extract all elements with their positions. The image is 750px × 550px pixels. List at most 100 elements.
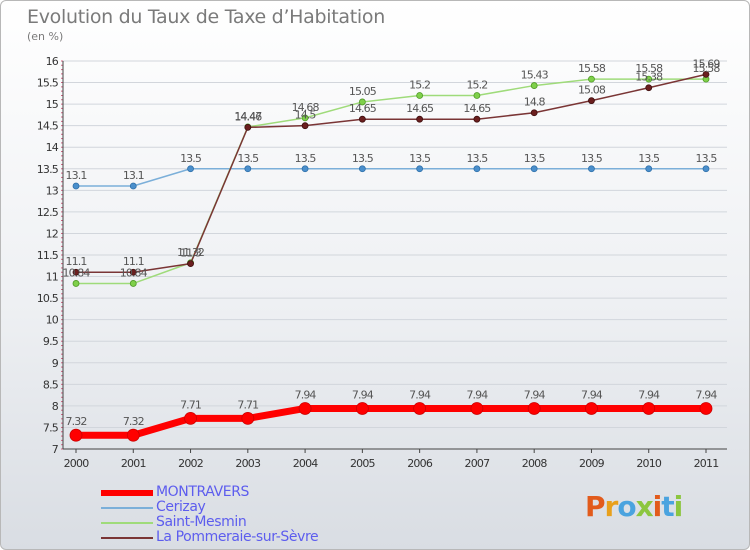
data-label-saint-mesmin: 11.32 <box>177 246 204 259</box>
data-label-cerizay: 13.5 <box>352 152 374 165</box>
data-point-cerizay <box>187 165 194 173</box>
grid <box>63 60 727 428</box>
data-point-saint-mesmin <box>588 75 595 83</box>
x-tick-label: 2004 <box>293 457 319 470</box>
data-point-la-pommeraie-sur-sevre <box>244 123 252 131</box>
logo-letter: i <box>673 490 684 523</box>
data-point-saint-mesmin <box>129 280 137 287</box>
data-label-cerizay: 13.1 <box>123 169 144 182</box>
data-point-cerizay <box>301 165 309 173</box>
x-tick-label: 2007 <box>465 457 491 470</box>
data-point-montravers <box>642 402 656 415</box>
data-point-la-pommeraie-sur-sevre <box>301 122 309 130</box>
y-tick-label: 9 <box>52 357 59 370</box>
data-label-saint-mesmin: 10.84 <box>63 266 91 279</box>
series-line-la-pommeraie-sur-sevre <box>76 73 707 273</box>
data-labels: 13.1 13.1 13.5 13.5 13.5 13.5 13.5 13.5 13.5 13.5… <box>63 57 722 428</box>
legend-label-la-pommeraie: La Pommeraie-sur-Sèvre <box>156 529 319 545</box>
data-label-saint-mesmin: 15.2 <box>466 78 487 91</box>
legend-swatch-cerizay <box>101 507 153 509</box>
data-point-cerizay <box>702 165 710 173</box>
logo-letter: t <box>661 490 674 523</box>
x-tick-label: 2009 <box>579 457 605 470</box>
data-point-montravers <box>527 402 541 415</box>
data-point-la-pommeraie-sur-sevre <box>187 260 194 268</box>
y-tick-label: 12.5 <box>37 206 59 219</box>
data-point-la-pommeraie-sur-sevre <box>72 268 80 276</box>
data-point-cerizay <box>416 165 424 173</box>
data-point-cerizay <box>358 165 366 173</box>
logo-letter: i <box>652 490 663 523</box>
data-point-montravers <box>413 402 427 415</box>
legend-label-montravers: MONTRAVERS <box>156 484 250 500</box>
data-point-cerizay <box>244 165 252 173</box>
data-label-montravers: 7.94 <box>638 388 660 401</box>
chart-title: Evolution du Taux de Taxe d’Habitation <box>27 6 385 28</box>
data-point-montravers <box>699 402 713 415</box>
x-tick-label: 2001 <box>121 457 146 470</box>
data-label-montravers: 7.94 <box>581 388 603 401</box>
data-point-saint-mesmin <box>72 280 80 287</box>
y-tick-label: 10.5 <box>37 292 59 305</box>
data-label-la-pommeraie-sur-sevre: 14.46 <box>234 110 262 123</box>
legend: MONTRAVERS Cerizay Saint-Mesmin La Pomme… <box>101 485 361 545</box>
legend-swatch-montravers <box>101 490 153 496</box>
y-tick-label: 12 <box>46 227 58 240</box>
data-label-montravers: 7.32 <box>66 415 87 428</box>
data-label-cerizay: 13.5 <box>696 152 718 165</box>
x-tick-label: 2008 <box>522 457 548 470</box>
data-label-cerizay: 13.5 <box>295 152 317 165</box>
data-point-cerizay <box>530 165 538 173</box>
data-point-cerizay <box>129 182 137 190</box>
data-label-la-pommeraie-sur-sevre: 11.1 <box>123 255 144 268</box>
series-line-saint-mesmin <box>76 78 706 285</box>
data-label-montravers: 7.94 <box>466 388 488 401</box>
data-label-saint-mesmin: 15.58 <box>578 62 606 75</box>
data-label-cerizay: 13.5 <box>237 152 259 165</box>
data-label-la-pommeraie-sur-sevre: 11.3 <box>180 247 202 260</box>
data-label-saint-mesmin: 10.84 <box>120 266 148 279</box>
series-lines <box>69 70 713 442</box>
x-tick-label: 2000 <box>64 457 90 470</box>
x-tick-label: 2002 <box>178 457 203 470</box>
data-point-la-pommeraie-sur-sevre <box>645 84 653 92</box>
data-point-la-pommeraie-sur-sevre <box>702 70 710 78</box>
data-label-cerizay: 13.5 <box>524 152 546 165</box>
data-label-la-pommeraie-sur-sevre: 14.5 <box>295 109 317 122</box>
y-tick-label: 10 <box>46 314 59 327</box>
y-tick-label: 16 <box>46 55 59 68</box>
data-label-la-pommeraie-sur-sevre: 14.65 <box>349 102 377 115</box>
data-label-cerizay: 13.1 <box>66 169 87 182</box>
legend-swatch-saint-mesmin <box>101 522 153 524</box>
chart-subtitle: (en %) <box>27 30 64 43</box>
y-tick-label: 14.5 <box>37 120 59 133</box>
y-tick-label: 11 <box>46 271 58 284</box>
data-label-montravers: 7.94 <box>352 388 374 401</box>
data-label-montravers: 7.94 <box>295 388 317 401</box>
y-tick-label: 8 <box>52 400 59 413</box>
data-point-cerizay <box>72 182 80 190</box>
x-tick-label: 2006 <box>407 457 433 470</box>
logo-letter: r <box>604 490 619 523</box>
data-point-cerizay <box>473 165 481 173</box>
data-point-saint-mesmin <box>301 114 309 122</box>
y-tick-label: 14 <box>46 141 59 154</box>
y-tick-label: 15 <box>46 98 59 111</box>
data-label-cerizay: 13.5 <box>409 152 431 165</box>
data-point-la-pommeraie-sur-sevre <box>358 115 366 123</box>
data-label-saint-mesmin: 15.43 <box>521 69 549 82</box>
data-point-la-pommeraie-sur-sevre <box>473 115 481 123</box>
data-label-la-pommeraie-sur-sevre: 11.1 <box>66 255 87 268</box>
data-label-la-pommeraie-sur-sevre: 15.38 <box>635 71 663 84</box>
proxiti-logo: Proxiti <box>585 490 684 523</box>
y-tick-label: 15.5 <box>37 77 59 90</box>
y-tick-label: 11.5 <box>37 249 59 262</box>
legend-item-saint-mesmin: Saint-Mesmin <box>101 515 361 530</box>
data-label-saint-mesmin: 15.58 <box>693 62 721 75</box>
data-label-la-pommeraie-sur-sevre: 15.69 <box>693 57 721 70</box>
data-point-la-pommeraie-sur-sevre <box>588 97 595 105</box>
series-line-montravers <box>76 404 706 439</box>
x-tick-label: 2005 <box>350 457 376 470</box>
data-point-saint-mesmin <box>645 75 653 83</box>
data-label-saint-mesmin: 14.68 <box>292 101 320 114</box>
